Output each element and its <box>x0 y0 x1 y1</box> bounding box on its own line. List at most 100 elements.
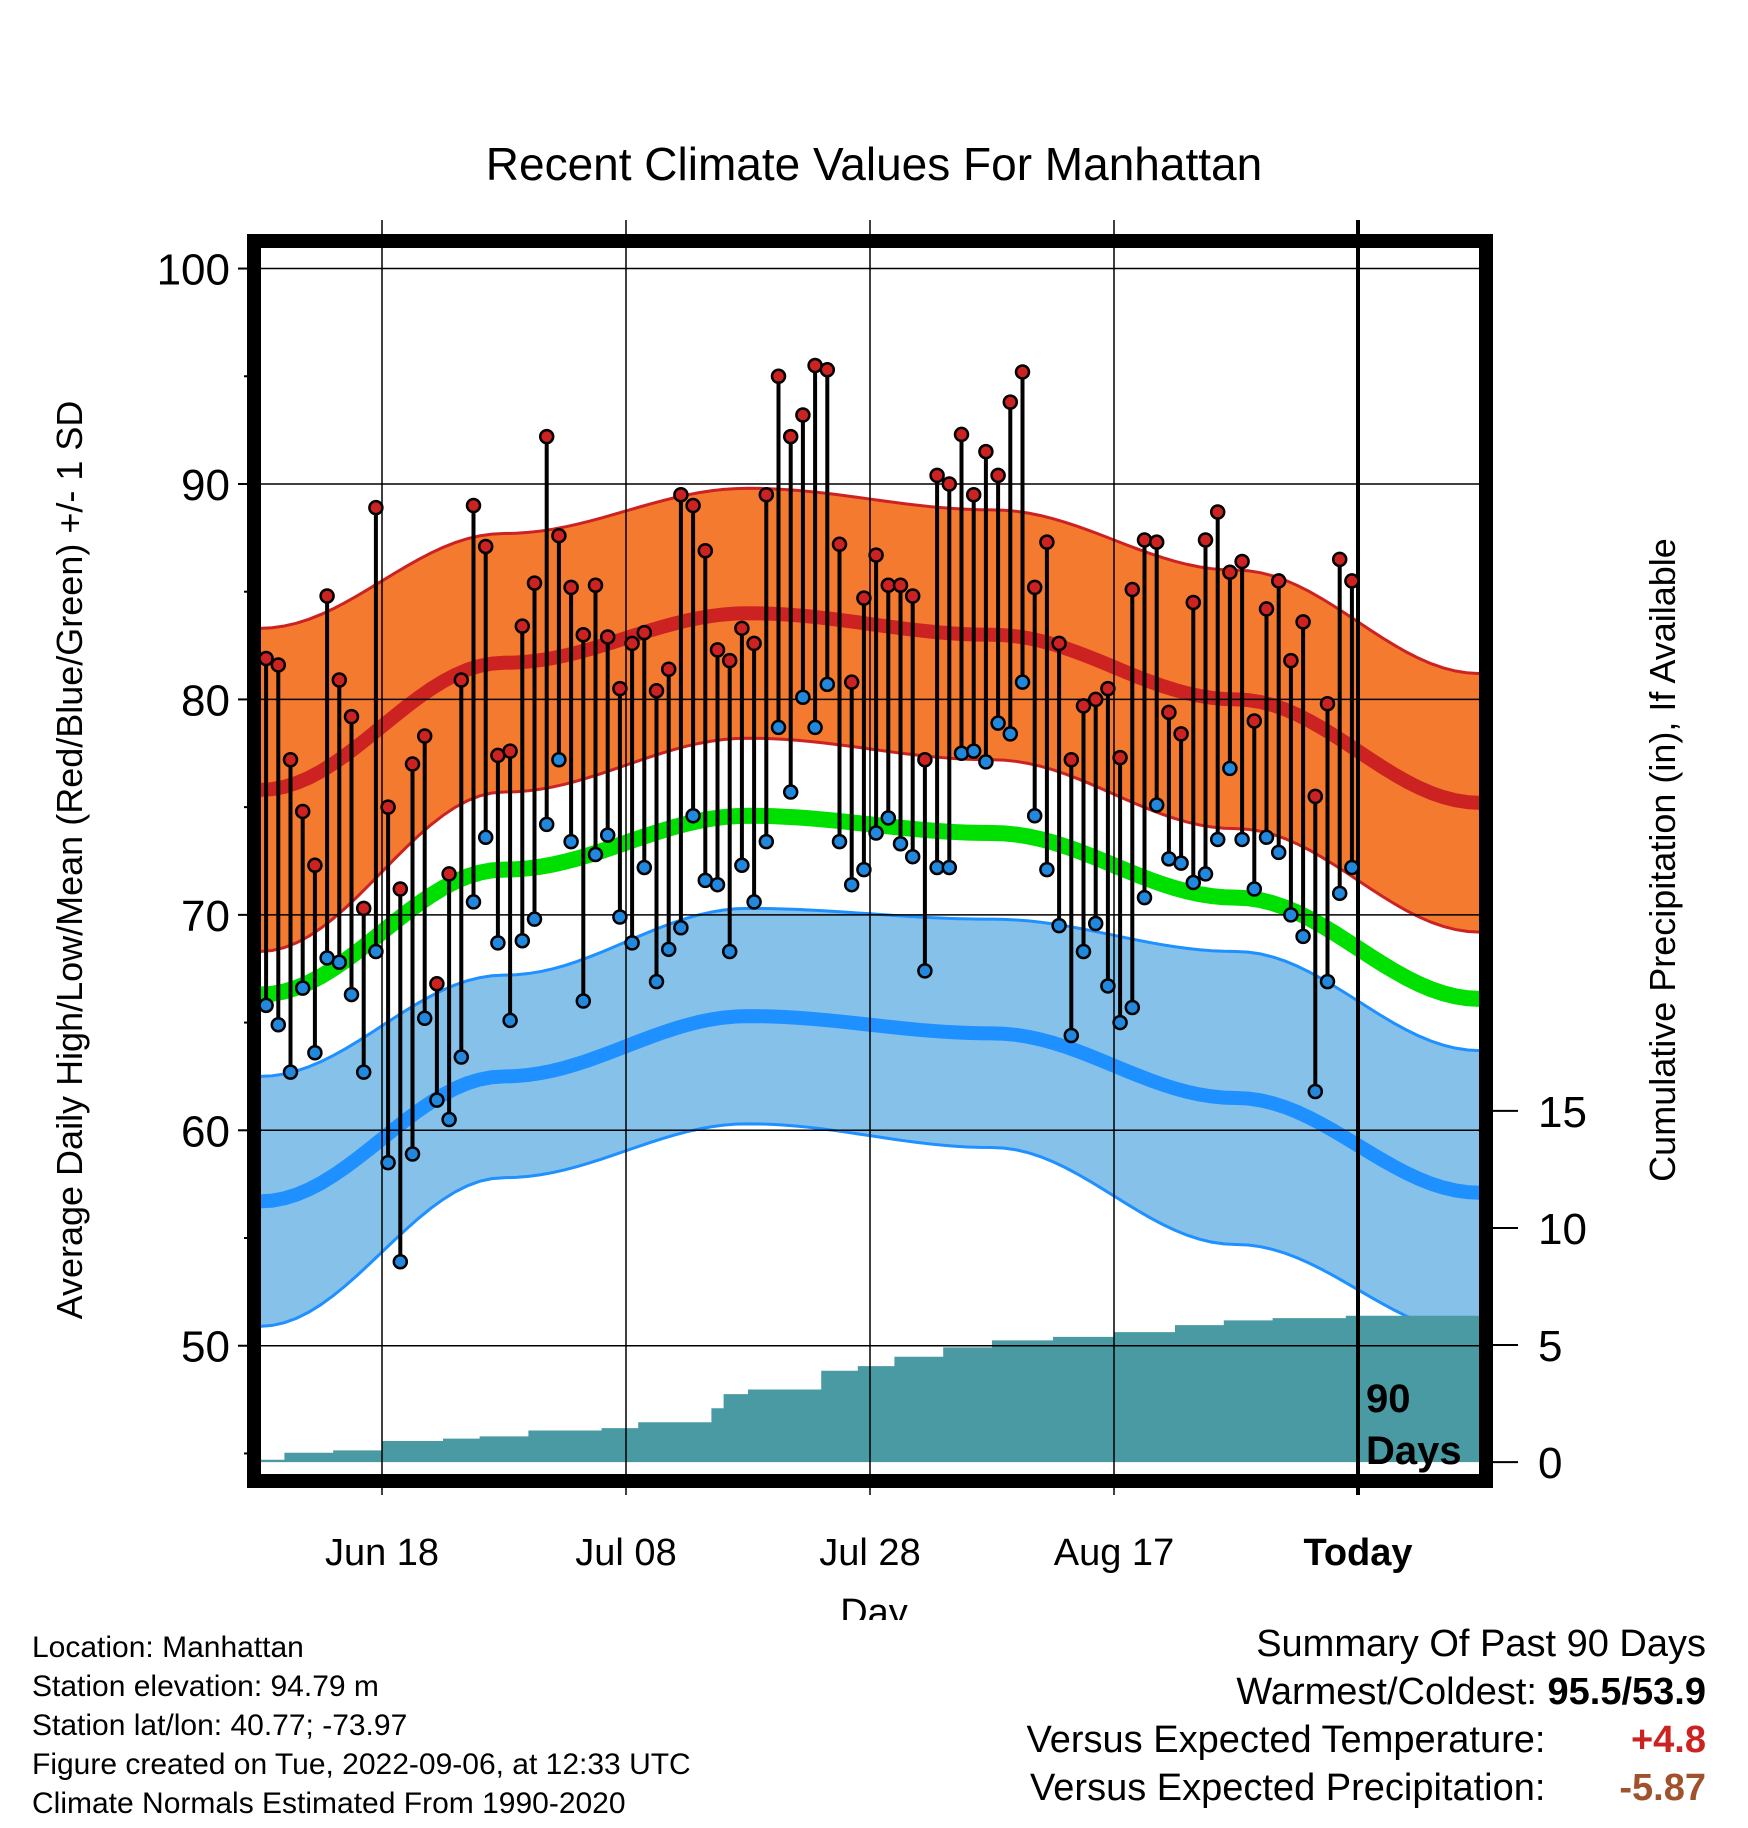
high-point <box>1209 504 1226 520</box>
low-point <box>1270 844 1287 861</box>
high-point <box>1344 573 1360 589</box>
high-point <box>831 536 848 553</box>
high-point <box>514 618 531 634</box>
low-point <box>294 980 311 996</box>
x-tick-label: Jul 28 <box>819 1532 920 1574</box>
y2-tick-label: 10 <box>1538 1205 1587 1254</box>
y2-tick-label: 0 <box>1538 1439 1562 1488</box>
y-tick-label: 60 <box>181 1107 230 1156</box>
low-point <box>538 816 555 833</box>
high-point <box>502 743 518 759</box>
high-point <box>270 657 287 673</box>
high-point <box>1014 364 1031 380</box>
high-point <box>1124 581 1141 598</box>
low-point <box>721 943 738 960</box>
summary-label: Versus Expected Precipitation: <box>1030 1767 1546 1809</box>
low-point <box>734 857 750 874</box>
low-point <box>1063 1027 1080 1044</box>
low-point <box>551 751 567 768</box>
high-point <box>1258 601 1275 617</box>
low-point <box>1197 866 1214 882</box>
x-tick-label: Jul 08 <box>575 1532 676 1574</box>
low-point <box>343 986 360 1003</box>
station-info: Location: Manhattan Station elevation: 9… <box>32 1628 691 1823</box>
high-point <box>660 661 677 678</box>
y-tick-label: 50 <box>181 1323 230 1372</box>
low-point <box>758 833 775 850</box>
high-point <box>392 881 409 897</box>
low-point <box>258 997 274 1014</box>
high-point <box>929 467 945 484</box>
climate-chart: Recent Climate Values For Manhattan 50 60… <box>49 138 1683 1620</box>
low-point <box>1002 726 1019 742</box>
high-point <box>538 428 555 445</box>
y-tick-label: 80 <box>181 676 230 725</box>
high-point <box>1136 532 1153 548</box>
high-point <box>319 588 335 604</box>
high-point <box>843 674 860 690</box>
low-point <box>368 943 384 960</box>
low-point <box>746 894 762 910</box>
low-point <box>429 1092 445 1108</box>
low-point <box>514 932 531 949</box>
low-point <box>307 1044 323 1061</box>
y-tick-label: 100 <box>157 246 230 295</box>
low-point <box>1295 928 1311 945</box>
y-axis-label: Average Daily High/Low/Mean (Red/Blue/Gr… <box>49 401 90 1320</box>
low-point <box>599 827 616 843</box>
low-point <box>355 1064 372 1080</box>
high-point <box>965 487 982 503</box>
summary-title: Summary Of Past 90 Days <box>1256 1623 1706 1665</box>
figure-created: Figure created on Tue, 2022-09-06, at 12… <box>32 1748 691 1781</box>
high-point <box>868 547 884 563</box>
low-point <box>685 808 701 824</box>
low-point <box>831 833 848 850</box>
y2-tick-label: 15 <box>1538 1088 1587 1137</box>
low-point <box>465 894 482 910</box>
high-point <box>1319 695 1336 712</box>
high-point <box>587 577 604 593</box>
low-point <box>636 859 653 876</box>
summary-value: -5.87 <box>1619 1767 1706 1809</box>
low-point <box>612 909 628 925</box>
high-point <box>331 672 348 688</box>
high-point <box>1246 713 1263 729</box>
low-point <box>673 920 689 936</box>
summary-label: Warmest/Coldest: <box>1236 1671 1537 1713</box>
high-point <box>1063 751 1080 768</box>
low-point <box>917 963 933 979</box>
low-point <box>1087 915 1104 932</box>
high-point <box>624 635 640 652</box>
low-point <box>953 745 970 762</box>
low-point <box>880 810 897 826</box>
high-point <box>1234 553 1250 570</box>
high-point <box>1185 594 1202 611</box>
high-point <box>612 680 628 697</box>
low-point <box>1222 760 1238 777</box>
low-point <box>624 935 640 951</box>
high-point <box>1148 534 1165 550</box>
low-point <box>1148 797 1165 813</box>
low-point <box>856 861 872 878</box>
high-point <box>282 751 299 768</box>
low-point <box>1136 889 1153 906</box>
high-point <box>1051 635 1067 652</box>
high-point <box>355 900 372 917</box>
high-point <box>307 857 323 874</box>
low-point <box>1234 831 1250 848</box>
high-point <box>782 428 799 445</box>
low-point <box>648 973 665 990</box>
chart-title: Recent Climate Values For Manhattan <box>486 138 1262 190</box>
y2-axis-label: Cumulative Precipitation (in), If Availa… <box>1642 538 1683 1182</box>
high-point <box>941 476 958 492</box>
low-point <box>392 1253 409 1270</box>
high-point <box>673 487 689 503</box>
today-marker-label: 90 <box>1366 1377 1411 1421</box>
x-axis-label: Day <box>840 1592 908 1620</box>
low-point <box>1014 674 1031 690</box>
low-point <box>1026 808 1043 824</box>
low-point <box>587 846 604 863</box>
low-point <box>892 836 909 852</box>
low-point <box>1258 829 1275 846</box>
low-point <box>782 784 799 800</box>
